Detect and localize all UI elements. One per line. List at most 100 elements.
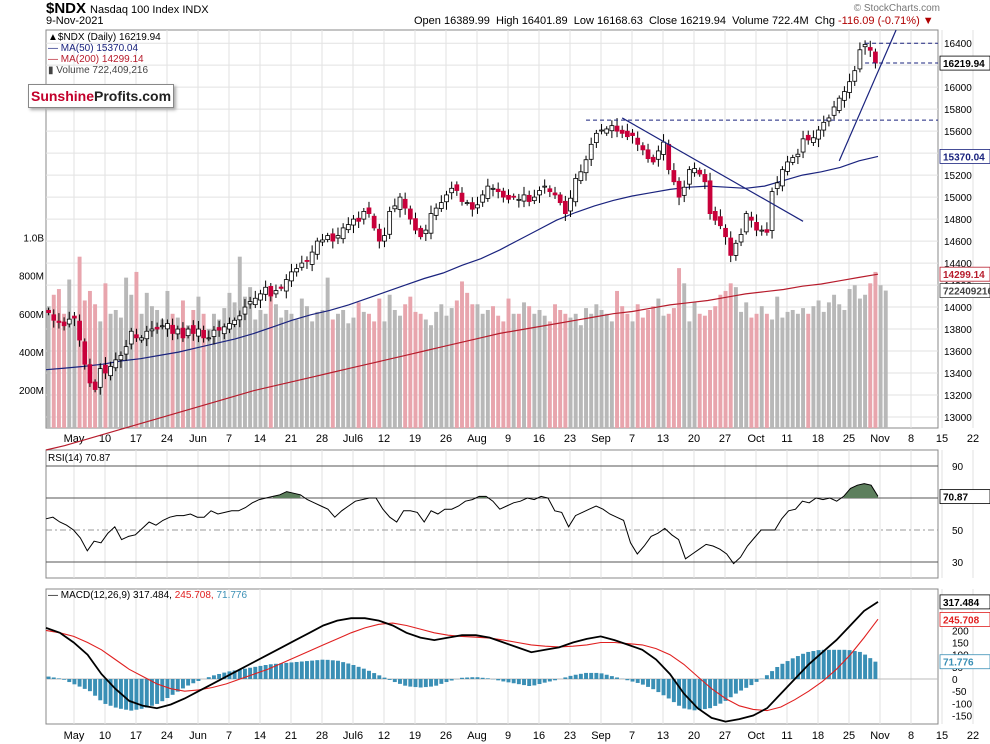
macd-histogram-bar <box>367 670 371 679</box>
candle-body <box>108 366 113 377</box>
volume-bar <box>170 313 175 428</box>
candle-body <box>113 359 119 369</box>
candle-body <box>402 198 408 209</box>
volume-bar <box>708 309 713 428</box>
macd-histogram-bar <box>82 679 87 689</box>
macd-histogram-bar <box>522 679 526 686</box>
candle-body <box>397 196 403 210</box>
macd-histogram-bar <box>770 671 775 679</box>
candle-body <box>562 200 568 215</box>
candle-body <box>547 188 553 193</box>
volume-bar <box>542 315 547 428</box>
volume-bar <box>444 315 449 428</box>
volume-bar <box>134 271 139 428</box>
candle-body <box>573 178 579 203</box>
hist-value-label: 71.776 <box>943 658 974 669</box>
y-tick-label: 16400 <box>944 39 972 50</box>
volume-bar <box>129 294 134 428</box>
candle-body <box>56 320 62 323</box>
macd-tick-label: 200 <box>952 626 969 637</box>
rsi-tick-label: 50 <box>952 526 964 537</box>
candle-body <box>790 157 796 163</box>
macd-histogram-bar <box>175 679 180 692</box>
candle-body <box>521 194 527 202</box>
macd-histogram-bar <box>480 677 485 679</box>
candle-body <box>552 192 558 196</box>
candle-body <box>490 187 496 190</box>
candle-body <box>635 137 641 145</box>
candle-body <box>687 169 692 185</box>
candle-body <box>676 180 682 198</box>
x-tick-label: 12 <box>378 730 390 742</box>
x-tick-label: 23 <box>564 433 576 445</box>
macd-histogram-bar <box>232 670 237 679</box>
macd-histogram-bar <box>196 679 201 681</box>
macd-histogram-bar <box>408 679 413 687</box>
candle-body <box>144 330 150 340</box>
volume-bar <box>801 308 806 428</box>
macd-histogram-bar <box>336 660 340 679</box>
candle-body <box>583 159 589 174</box>
candle-body <box>831 106 837 116</box>
candle-body <box>542 185 548 188</box>
x-tick-label: 9 <box>505 433 511 445</box>
macd-histogram-bar <box>103 679 108 704</box>
volume-bar <box>599 309 604 428</box>
x-tick-label: Jul6 <box>343 730 363 742</box>
volume-bar <box>217 319 222 428</box>
macd-histogram-bar <box>217 673 222 679</box>
candle-body <box>723 227 728 238</box>
macd-histogram-bar <box>702 679 707 710</box>
volume-bar <box>434 311 439 428</box>
volume-bar <box>315 311 320 428</box>
macd-histogram-bar <box>775 666 780 679</box>
candle-body <box>159 325 165 328</box>
candle-body <box>407 208 413 220</box>
volume-bar <box>558 309 563 428</box>
volume-bar <box>175 317 180 428</box>
volume-bar <box>630 321 635 428</box>
macd-histogram-bar <box>279 663 284 679</box>
macd-histogram-bar <box>325 659 330 679</box>
candle-body <box>51 314 57 321</box>
candle-body <box>769 191 775 231</box>
volume-bar <box>604 313 609 428</box>
trendline-rising <box>838 29 897 162</box>
macd-histogram-bar <box>501 679 506 682</box>
volume-bar <box>718 294 723 428</box>
macd-histogram-bar <box>72 679 77 685</box>
candle-body <box>289 271 294 282</box>
volume-bar <box>403 304 408 428</box>
x-tick-label: 7 <box>226 730 232 742</box>
candle-body <box>469 202 475 210</box>
volume-bar <box>795 313 800 428</box>
volume-label: 722409216 <box>943 287 990 298</box>
legend-rsi: RSI(14) 70.87 <box>48 453 111 464</box>
macd-histogram-bar <box>439 679 444 684</box>
macd-histogram-bar <box>341 662 346 679</box>
x-tick-label: 10 <box>99 730 111 742</box>
candle-body <box>46 309 51 313</box>
macd-histogram-bar <box>496 679 501 681</box>
volume-bar <box>237 256 242 428</box>
x-tick-label: 20 <box>688 730 700 742</box>
candle-body <box>273 290 279 295</box>
legend-macd: — MACD(12,26,9) 317.484, 245.708, 71.776 <box>48 590 247 601</box>
x-tick-label: Jul6 <box>343 433 363 445</box>
x-tick-label: Sep <box>591 730 611 742</box>
volume-bar <box>702 315 707 428</box>
x-tick-label: Aug <box>467 730 487 742</box>
candle-body <box>294 268 299 273</box>
x-tick-label: 16 <box>533 433 545 445</box>
x-tick-label: Aug <box>467 433 487 445</box>
candle-body <box>857 49 863 70</box>
macd-histogram-bar <box>506 679 511 683</box>
candle-body <box>516 198 522 201</box>
candle-body <box>506 194 511 200</box>
volume-bar <box>780 317 785 428</box>
candle-body <box>511 195 517 198</box>
x-tick-label: 27 <box>719 433 731 445</box>
macd-histogram-bar <box>299 661 304 679</box>
x-tick-label: 16 <box>533 730 545 742</box>
x-tick-label: 26 <box>440 730 452 742</box>
